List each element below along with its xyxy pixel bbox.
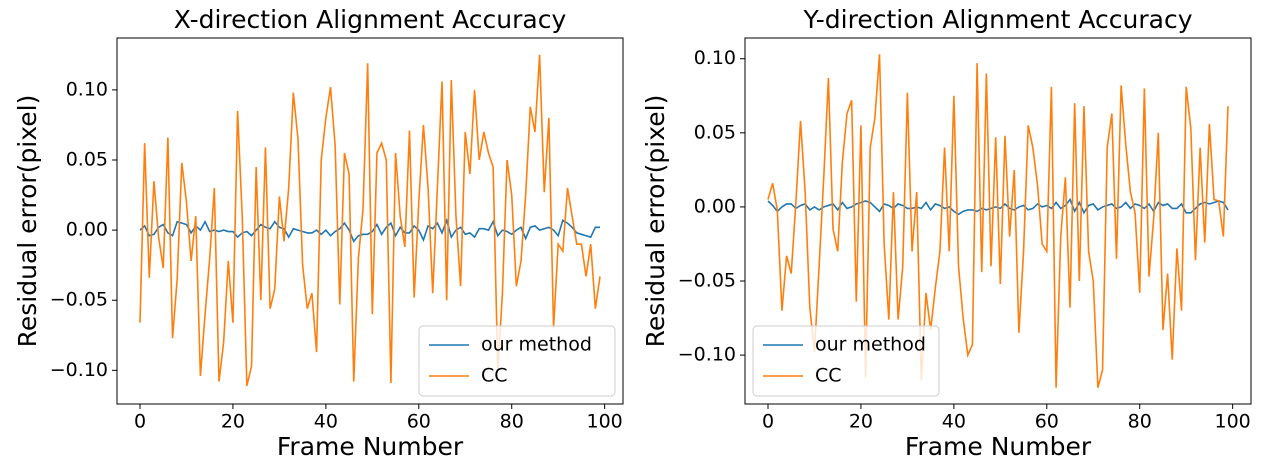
- axes-frame: [116, 37, 624, 405]
- y-tick-label: −0.10: [50, 359, 108, 381]
- x-tick-label: 60: [1035, 411, 1059, 433]
- chart-title: Y-direction Alignment Accuracy: [802, 5, 1192, 34]
- y-axis-label: Residual error(pixel): [13, 95, 42, 348]
- legend-label: CC: [815, 365, 842, 387]
- x-tick-label: 100: [587, 411, 623, 433]
- legend-box: [752, 325, 940, 397]
- x-tick-label: 0: [762, 411, 774, 433]
- y-tick-label: −0.10: [678, 344, 736, 366]
- axes-frame: [744, 37, 1252, 405]
- y-tick-label: −0.05: [678, 270, 736, 292]
- x-tick-label: 80: [500, 411, 524, 433]
- x-axis-label: Frame Number: [905, 432, 1092, 461]
- y-tick-label: 0.05: [694, 121, 736, 143]
- legend-box: [418, 325, 616, 397]
- y-tick-label: 0.10: [66, 78, 108, 100]
- y-tick-label: 0.10: [694, 47, 736, 69]
- x-tick-label: 40: [314, 411, 338, 433]
- x-tick-label: 0: [134, 411, 146, 433]
- legend-label: our method: [815, 334, 926, 356]
- y-tick-label: 0.05: [66, 149, 108, 171]
- y-tick-label: 0.00: [694, 195, 736, 217]
- series-line: [767, 54, 1229, 388]
- x-tick-label: 60: [407, 411, 431, 433]
- legend-label: CC: [481, 365, 508, 387]
- x-tick-label: 20: [221, 411, 245, 433]
- x-tick-label: 80: [1128, 411, 1152, 433]
- y-axis-label: Residual error(pixel): [641, 95, 670, 348]
- x-axis-label: Frame Number: [277, 432, 464, 461]
- y-tick-label: −0.05: [50, 289, 108, 311]
- legend-label: our method: [481, 334, 592, 356]
- chart-title: X-direction Alignment Accuracy: [174, 5, 567, 34]
- x-tick-label: 100: [1215, 411, 1251, 433]
- series-line: [139, 54, 601, 386]
- x-tick-label: 40: [942, 411, 966, 433]
- y-tick-label: 0.00: [66, 219, 108, 241]
- x-tick-label: 20: [849, 411, 873, 433]
